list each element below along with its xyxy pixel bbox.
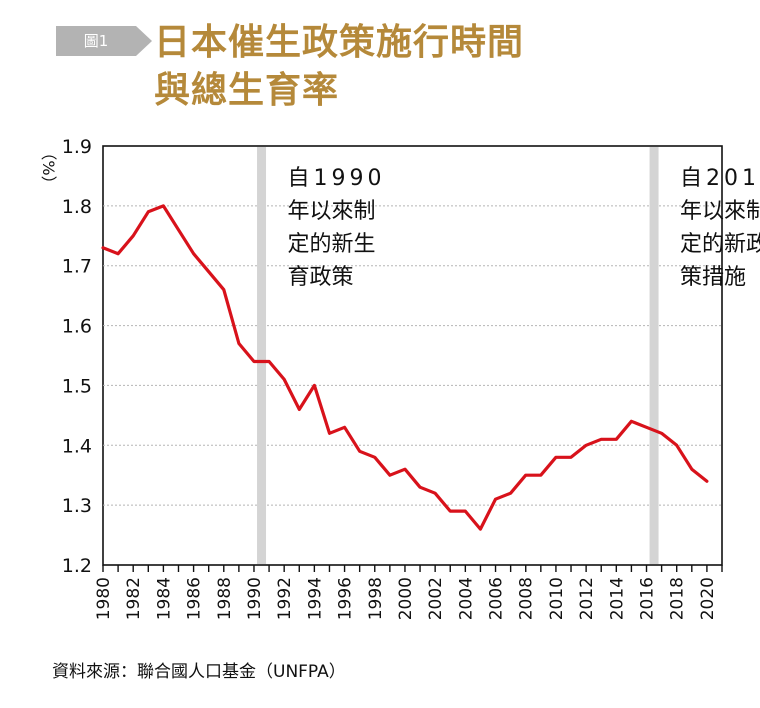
y-tick-label: 1.6: [62, 316, 92, 338]
data-point: [238, 342, 240, 345]
x-tick-label: 2008: [517, 577, 537, 620]
data-point: [509, 492, 512, 494]
chart-title: 日本催生政策施行時間 與總生育率: [154, 18, 524, 114]
data-point: [691, 468, 693, 471]
y-tick-label: 1.4: [62, 435, 92, 457]
data-point: [585, 444, 587, 447]
data-point: [373, 456, 376, 459]
data-point: [479, 528, 482, 530]
data-point: [328, 432, 331, 435]
y-tick-label: 1.9: [62, 136, 92, 158]
data-point: [706, 480, 708, 483]
policy-annotation-line: 自1990: [288, 166, 386, 191]
data-point: [192, 252, 195, 255]
x-tick-label: 2006: [487, 577, 507, 620]
y-tick-label: 1.3: [62, 495, 92, 517]
data-point: [630, 420, 633, 423]
policy-annotation-line: 策措施: [680, 265, 746, 290]
data-point: [283, 378, 285, 381]
policy-annotation-line: 定的新生: [288, 232, 376, 257]
x-tick-label: 2020: [698, 577, 718, 620]
policy-annotation-line: 育政策: [288, 265, 354, 290]
y-tick-label: 1.7: [62, 256, 92, 278]
x-tick-label: 2018: [668, 577, 688, 620]
data-point: [645, 426, 648, 429]
data-point: [449, 510, 452, 512]
x-tick-label: 1990: [245, 577, 265, 620]
y-tick-label: 1.2: [62, 555, 92, 577]
data-point: [132, 234, 134, 237]
data-point: [389, 474, 391, 477]
x-tick-label: 1986: [185, 577, 205, 620]
chart-area: 1.2 1.3 1.4 1.5 1.6 1.7 1.8 1.9（%） 1980 1982 1984 1…: [39, 136, 760, 620]
data-point: [117, 252, 119, 255]
x-tick-label: 2012: [577, 577, 597, 620]
data-point: [555, 456, 557, 459]
x-tick-label: 2010: [547, 577, 567, 620]
data-point: [162, 205, 165, 207]
data-point: [177, 229, 180, 231]
data-point: [358, 450, 361, 453]
x-tick-label: 2014: [607, 577, 627, 620]
x-tick-label: 1984: [154, 577, 174, 620]
data-point: [524, 474, 527, 477]
x-tick-label: 2016: [638, 577, 658, 620]
data-point: [464, 510, 467, 512]
data-point: [298, 408, 301, 411]
title-line-1: 日本催生政策施行時間: [154, 21, 525, 63]
data-point: [600, 438, 603, 441]
data-point: [343, 426, 346, 429]
x-tick-label: 1982: [124, 577, 144, 620]
y-axis-unit: （%）: [39, 144, 58, 191]
x-tick-label: 1992: [275, 577, 295, 620]
x-tick-label: 1996: [336, 577, 356, 620]
x-tick-label: 1998: [366, 577, 386, 620]
data-point: [675, 444, 678, 447]
data-point: [434, 492, 436, 494]
data-point: [404, 468, 406, 471]
policy-annotation-line: 年以來制: [288, 199, 376, 224]
x-tick-label: 1988: [215, 577, 235, 620]
data-point: [102, 246, 104, 249]
title-line-2: 與總生育率: [154, 69, 340, 111]
data-point: [207, 270, 210, 273]
badge-arrow-shape: [56, 26, 152, 56]
x-tick-label: 2002: [426, 577, 446, 620]
figure-number: 圖1: [83, 32, 109, 50]
data-point: [494, 498, 497, 500]
policy-annotation-line: 自2016: [680, 166, 760, 191]
data-point: [268, 360, 270, 363]
policy-annotation-line: 年以來制: [680, 199, 760, 224]
y-tick-label: 1.8: [62, 196, 92, 218]
policy-annotation-line: 定的新政: [680, 232, 760, 257]
plot-frame: [102, 145, 723, 566]
y-tick-label: 1.5: [62, 375, 92, 397]
data-point: [419, 486, 421, 488]
x-tick-label: 1994: [305, 577, 325, 620]
data-point: [570, 456, 572, 459]
data-point: [222, 288, 225, 291]
data-point: [313, 384, 316, 387]
x-tick-label: 2000: [396, 577, 416, 620]
data-point: [660, 432, 663, 435]
x-tick-label: 1980: [94, 577, 114, 620]
x-tick-label: 2004: [456, 577, 476, 620]
data-point: [253, 360, 255, 363]
data-point: [540, 474, 542, 477]
data-point: [147, 211, 150, 213]
source-note: 資料來源：聯合國人口基金（UNFPA）: [52, 662, 346, 682]
figure-badge: 圖1: [56, 26, 152, 56]
data-point: [615, 438, 618, 441]
